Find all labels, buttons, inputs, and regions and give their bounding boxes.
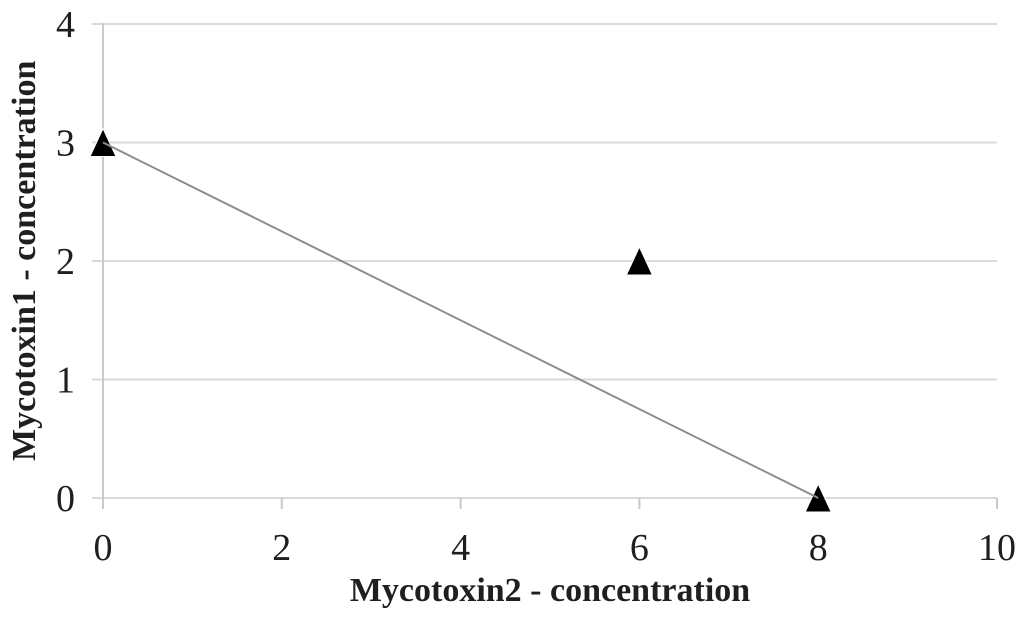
y-tick-label-3: 3 xyxy=(56,123,75,165)
y-tick-label-1: 1 xyxy=(56,360,75,402)
y-tick-label-4: 4 xyxy=(56,4,75,46)
y-axis-title: Mycotoxin1 - concentration xyxy=(6,60,43,462)
x-tick-label-8: 8 xyxy=(809,527,828,569)
connecting-line xyxy=(102,141,819,499)
x-tick-label-4: 4 xyxy=(451,527,470,569)
y-tick-label-2: 2 xyxy=(56,241,75,283)
marker-triangle-6-2 xyxy=(625,245,654,276)
y-tick-label-0: 0 xyxy=(56,478,75,520)
x-tick-label-10: 10 xyxy=(978,527,1016,569)
x-axis-title: Mycotoxin2 - concentration xyxy=(349,572,751,609)
x-tick-label-0: 0 xyxy=(94,527,113,569)
x-tick-label-2: 2 xyxy=(272,527,291,569)
x-tick-label-6: 6 xyxy=(630,527,649,569)
